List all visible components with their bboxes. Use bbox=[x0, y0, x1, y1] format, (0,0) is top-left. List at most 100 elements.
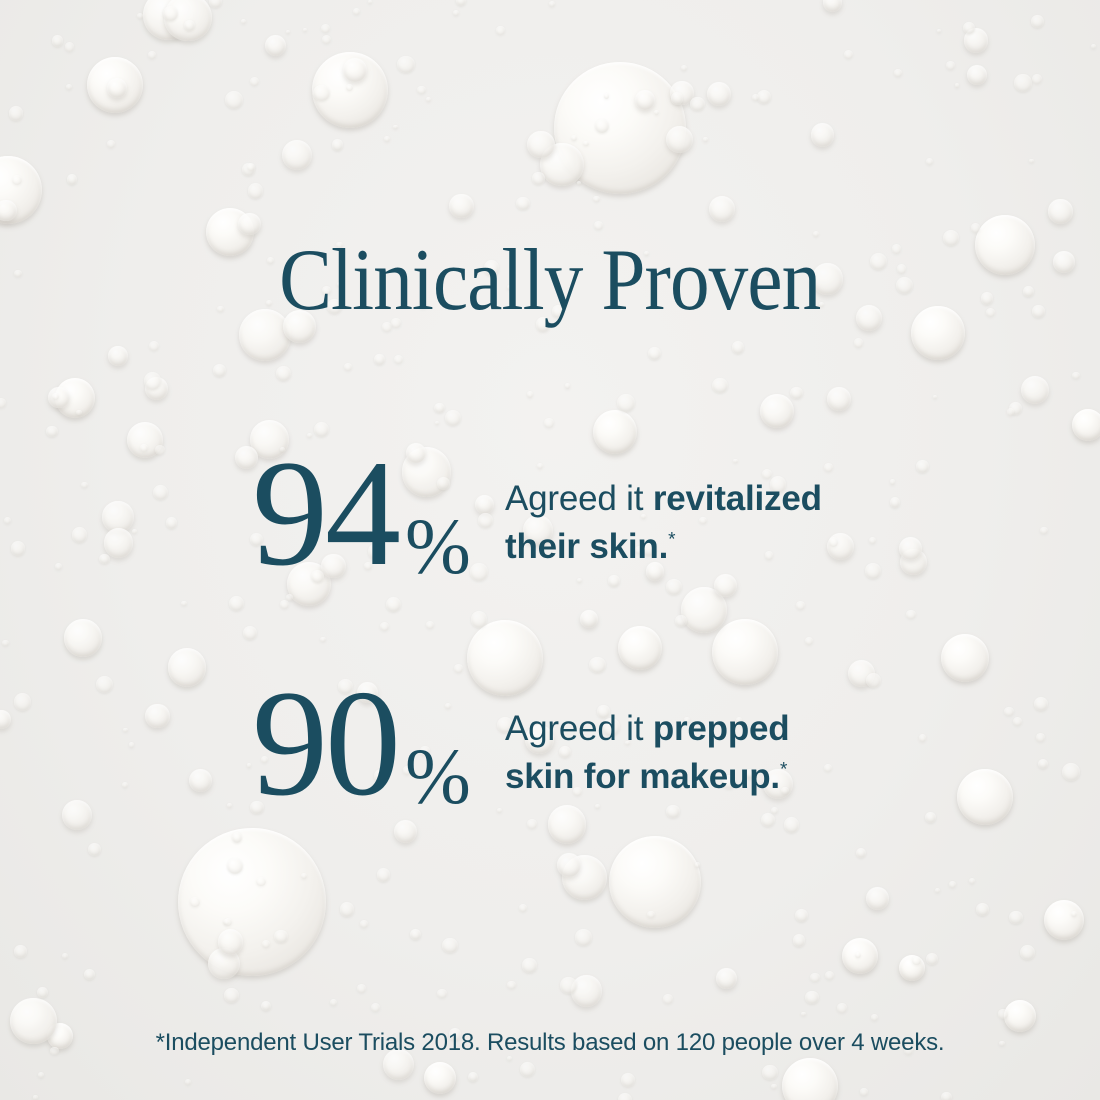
water-droplet bbox=[148, 50, 157, 59]
water-droplet bbox=[526, 819, 537, 829]
water-droplet bbox=[936, 28, 941, 33]
stat-lead-text: Agreed it bbox=[505, 709, 653, 748]
water-droplet bbox=[149, 341, 160, 352]
water-droplet bbox=[356, 681, 378, 704]
stat-line2-text: their skin. bbox=[505, 527, 669, 566]
water-droplet bbox=[64, 619, 103, 658]
water-droplet bbox=[1090, 43, 1097, 50]
water-droplet bbox=[643, 251, 649, 257]
water-droplet bbox=[711, 377, 728, 394]
water-droplet bbox=[925, 158, 933, 166]
water-droplet bbox=[1013, 716, 1023, 726]
water-droplet bbox=[437, 988, 447, 999]
water-droplet bbox=[393, 820, 417, 844]
water-droplet bbox=[367, 542, 386, 561]
water-droplet bbox=[918, 734, 927, 743]
water-droplet bbox=[363, 562, 372, 571]
water-droplet bbox=[274, 930, 288, 944]
water-droplet bbox=[282, 310, 316, 344]
water-droplet bbox=[671, 92, 684, 105]
water-droplet bbox=[265, 299, 273, 307]
water-droplet bbox=[424, 1062, 456, 1094]
water-droplet bbox=[444, 702, 451, 709]
water-droplet bbox=[523, 514, 554, 545]
water-droplet bbox=[762, 768, 794, 800]
water-droplet bbox=[641, 514, 647, 520]
water-droplet bbox=[343, 57, 368, 82]
water-droplet bbox=[823, 462, 833, 472]
water-droplet bbox=[261, 1001, 272, 1012]
water-droplet bbox=[320, 23, 331, 34]
water-droplet bbox=[1072, 371, 1080, 379]
water-droplet bbox=[666, 804, 680, 819]
water-droplet bbox=[3, 516, 12, 525]
water-droplet bbox=[497, 807, 503, 814]
water-droplet bbox=[10, 997, 57, 1045]
water-droplet bbox=[271, 1041, 277, 1047]
water-droplet bbox=[1023, 286, 1034, 297]
water-droplet bbox=[231, 832, 242, 843]
water-droplet bbox=[782, 1058, 838, 1100]
page-title: Clinically Proven bbox=[279, 232, 821, 329]
water-droplet bbox=[453, 10, 460, 16]
water-droplet bbox=[391, 318, 401, 328]
water-droplet bbox=[208, 0, 223, 9]
water-droplet bbox=[184, 1078, 192, 1085]
water-droplet bbox=[108, 346, 129, 367]
water-droplet bbox=[609, 836, 701, 928]
water-droplet bbox=[575, 929, 592, 946]
water-droplet bbox=[136, 12, 143, 20]
water-droplet bbox=[898, 536, 922, 560]
water-droplet bbox=[756, 89, 772, 104]
water-droplet bbox=[602, 718, 621, 736]
water-droplet bbox=[393, 124, 399, 130]
water-droplet bbox=[66, 174, 77, 185]
water-droplet bbox=[731, 341, 745, 354]
water-droplet bbox=[241, 19, 247, 24]
water-droplet bbox=[975, 903, 990, 917]
water-droplet bbox=[0, 199, 17, 222]
stat-line2-text: skin for makeup. bbox=[505, 757, 780, 796]
water-droplet bbox=[320, 636, 326, 643]
water-droplet bbox=[998, 1009, 1008, 1019]
water-droplet bbox=[516, 196, 530, 211]
water-droplet bbox=[99, 553, 110, 565]
water-droplet bbox=[471, 611, 488, 628]
water-droplet bbox=[745, 768, 756, 779]
water-droplet bbox=[402, 765, 412, 775]
water-droplet bbox=[357, 983, 367, 993]
water-droplet bbox=[397, 55, 415, 74]
water-droplet bbox=[706, 81, 731, 106]
water-droplet bbox=[286, 594, 293, 601]
water-droplet bbox=[417, 85, 426, 95]
water-droplet bbox=[346, 84, 353, 91]
water-droplet bbox=[760, 394, 795, 429]
water-droplet bbox=[276, 366, 291, 382]
water-droplet bbox=[51, 34, 64, 47]
water-droplet bbox=[571, 975, 603, 1007]
water-droplet bbox=[522, 958, 537, 973]
water-droplet bbox=[310, 569, 325, 584]
water-droplet bbox=[224, 91, 243, 110]
water-droplet bbox=[131, 528, 138, 534]
water-droplet bbox=[801, 1011, 806, 1017]
water-droplet bbox=[525, 725, 554, 755]
water-droplet bbox=[190, 897, 200, 907]
title-wrap: Clinically Proven bbox=[0, 232, 1100, 330]
water-droplet bbox=[694, 862, 701, 868]
water-droplet bbox=[765, 268, 772, 275]
water-droplet bbox=[0, 398, 7, 408]
stat-number: 90 bbox=[252, 659, 401, 827]
water-droplet bbox=[855, 304, 883, 331]
water-droplet bbox=[518, 903, 528, 912]
water-droplet bbox=[970, 223, 981, 234]
water-droplet bbox=[894, 69, 902, 77]
water-droplet bbox=[855, 952, 862, 959]
water-droplet bbox=[143, 372, 162, 390]
water-droplet bbox=[425, 621, 434, 630]
water-droplet bbox=[560, 977, 577, 994]
water-droplet bbox=[322, 285, 332, 295]
water-droplet bbox=[735, 716, 743, 724]
water-droplet bbox=[367, 0, 373, 5]
water-droplet bbox=[635, 545, 644, 555]
